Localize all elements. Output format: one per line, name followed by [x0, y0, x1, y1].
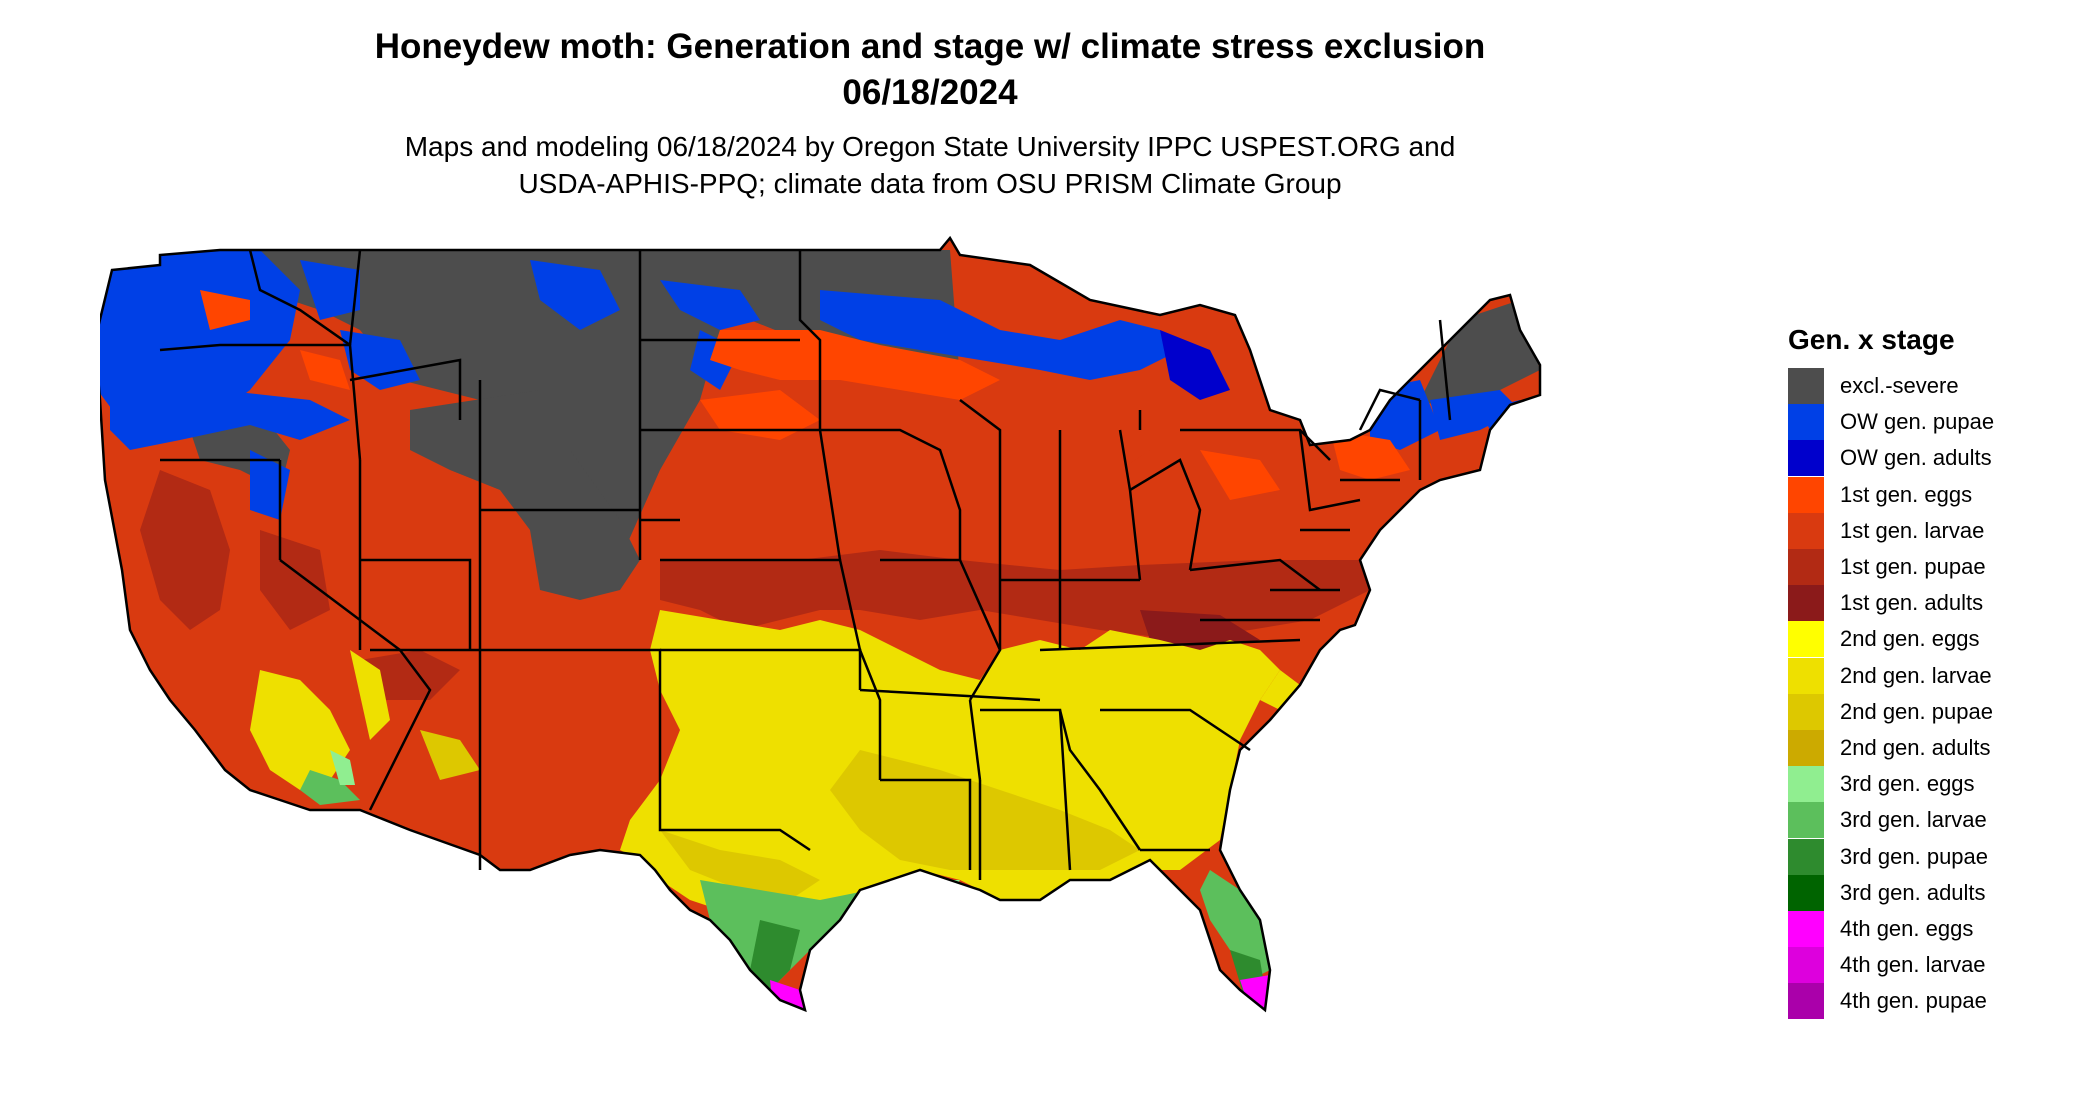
legend-swatch — [1788, 766, 1824, 803]
map-title: Honeydew moth: Generation and stage w/ c… — [0, 24, 1860, 116]
legend-label: OW gen. adults — [1840, 445, 1992, 471]
legend-item: 3rd gen. adults — [1788, 874, 2088, 911]
legend-label: 2nd gen. larvae — [1840, 662, 1992, 688]
legend-swatch — [1788, 621, 1824, 658]
legend-item: 1st gen. pupae — [1788, 549, 2088, 586]
legend-item: 3rd gen. eggs — [1788, 766, 2088, 803]
legend-label: 1st gen. adults — [1840, 590, 1984, 616]
legend-item: OW gen. pupae — [1788, 404, 2088, 441]
legend-label: 2nd gen. eggs — [1840, 626, 1980, 652]
legend-label: 3rd gen. larvae — [1840, 807, 1987, 833]
legend-label: 1st gen. eggs — [1840, 481, 1973, 507]
subtitle-line-1: Maps and modeling 06/18/2024 by Oregon S… — [404, 131, 1456, 162]
title-line-1: Honeydew moth: Generation and stage w/ c… — [374, 27, 1486, 66]
map-subtitle: Maps and modeling 06/18/2024 by Oregon S… — [0, 128, 1860, 202]
legend-item: 2nd gen. adults — [1788, 729, 2088, 766]
legend-item: 2nd gen. eggs — [1788, 621, 2088, 658]
state-borders — [100, 236, 1542, 1012]
legend-item: 2nd gen. pupae — [1788, 693, 2088, 730]
legend-item: excl.-severe — [1788, 368, 2088, 405]
legend-item: 3rd gen. larvae — [1788, 802, 2088, 839]
legend-swatch — [1788, 368, 1824, 405]
legend-swatch — [1788, 585, 1824, 622]
legend-label: 3rd gen. pupae — [1840, 843, 1989, 869]
legend-title: Gen. x stage — [1788, 324, 1955, 355]
legend-label: 4th gen. larvae — [1840, 952, 1986, 978]
legend-item: 3rd gen. pupae — [1788, 838, 2088, 875]
legend-swatch — [1788, 910, 1824, 947]
legend-swatch — [1788, 983, 1824, 1020]
legend-label: 1st gen. pupae — [1840, 554, 1986, 580]
legend-swatch — [1788, 512, 1824, 549]
legend-swatch — [1788, 802, 1824, 839]
legend-swatch — [1788, 657, 1824, 694]
legend-swatch — [1788, 440, 1824, 477]
legend-label: 4th gen. pupae — [1840, 988, 1987, 1014]
legend-swatch — [1788, 947, 1824, 984]
legend-items: excl.-severe OW gen. pupae OW gen. adults 1… — [1788, 368, 2088, 1020]
legend-item: 4th gen. pupae — [1788, 983, 2088, 1020]
title-date: 06/18/2024 — [842, 73, 1018, 112]
legend-label: OW gen. pupae — [1840, 409, 1995, 435]
subtitle-line-2: USDA-APHIS-PPQ; climate data from OSU PR… — [518, 168, 1342, 199]
legend-item: 4th gen. eggs — [1788, 910, 2088, 947]
legend-swatch — [1788, 729, 1824, 766]
legend-swatch — [1788, 838, 1824, 875]
legend-label: 3rd gen. eggs — [1840, 771, 1975, 797]
legend-label: 3rd gen. adults — [1840, 879, 1986, 905]
legend-label: 2nd gen. pupae — [1840, 698, 1993, 724]
legend-swatch — [1788, 549, 1824, 586]
legend-item: 1st gen. adults — [1788, 585, 2088, 622]
legend-item: 2nd gen. larvae — [1788, 657, 2088, 694]
legend-item: 1st gen. larvae — [1788, 512, 2088, 549]
us-map-svg — [100, 236, 1542, 1012]
legend-label: 4th gen. eggs — [1840, 915, 1974, 941]
legend-item: 4th gen. larvae — [1788, 947, 2088, 984]
us-map — [100, 230, 1780, 1110]
legend-label: 1st gen. larvae — [1840, 517, 1985, 543]
legend-label: 2nd gen. adults — [1840, 734, 1991, 760]
legend: Gen. x stage excl.-severe OW gen. pupae OW… — [1788, 322, 2088, 1020]
legend-swatch — [1788, 476, 1824, 513]
legend-item: 1st gen. eggs — [1788, 476, 2088, 513]
legend-swatch — [1788, 693, 1824, 730]
legend-swatch — [1788, 874, 1824, 911]
legend-item: OW gen. adults — [1788, 440, 2088, 477]
legend-label: excl.-severe — [1840, 373, 1959, 399]
legend-swatch — [1788, 404, 1824, 441]
